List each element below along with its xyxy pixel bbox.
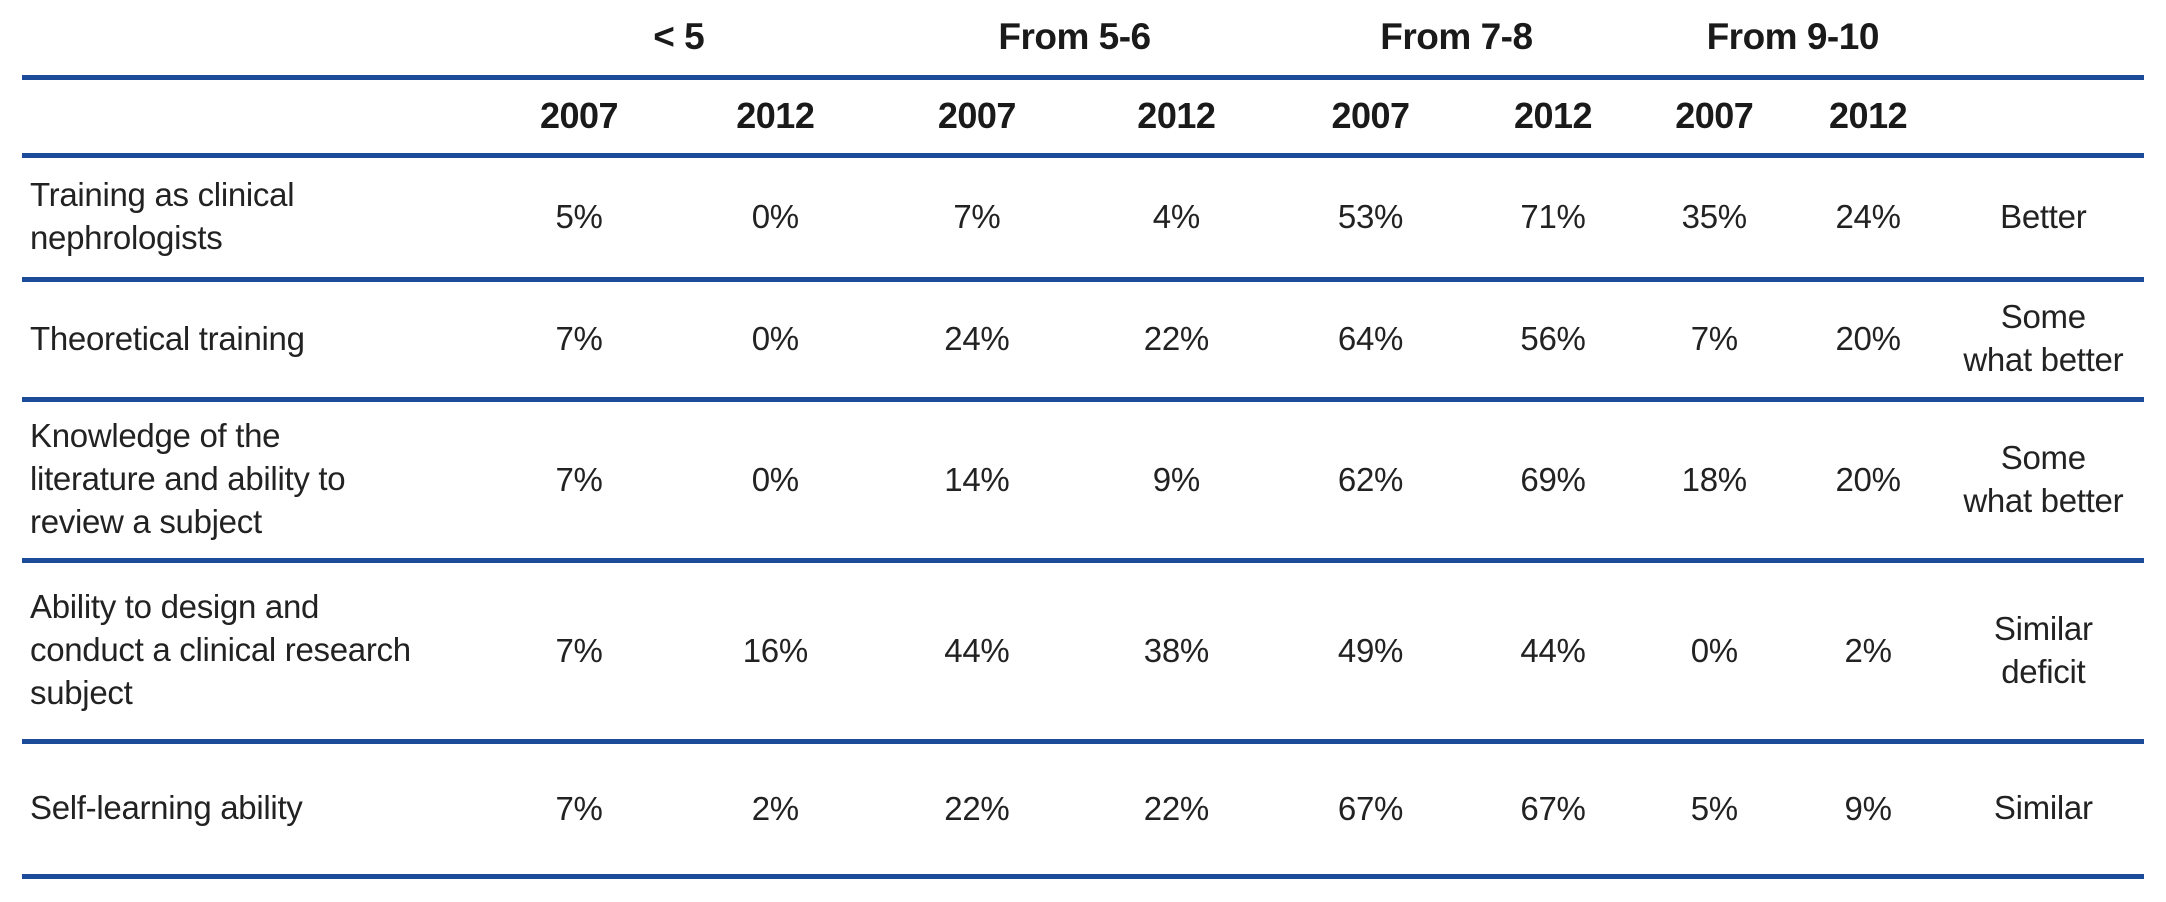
value-cell: 64% <box>1273 279 1468 402</box>
table-row: Knowledge of the literature and ability … <box>22 399 2144 563</box>
year-header-row: 2007 2012 2007 2012 2007 2012 2007 2012 <box>22 77 2144 158</box>
group-header-9-10: From 9-10 <box>1638 0 1947 80</box>
year-header: 2007 <box>1638 77 1790 158</box>
value-cell: 0% <box>675 155 876 282</box>
results-table: < 5 From 5-6 From 7-8 From 9-10 2007 201… <box>22 0 2144 879</box>
table-row: Theoretical training 7% 0% 24% 22% 64% 5… <box>22 279 2144 402</box>
table-row: Ability to design and conduct a clinical… <box>22 560 2144 744</box>
year-header: 2012 <box>1789 77 1947 158</box>
value-cell: 2% <box>675 741 876 879</box>
value-cell: 0% <box>675 279 876 402</box>
results-table-container: < 5 From 5-6 From 7-8 From 9-10 2007 201… <box>22 0 2144 879</box>
rating-header-empty-cell <box>1946 77 2144 158</box>
value-cell: 20% <box>1789 399 1947 563</box>
value-cell: 67% <box>1273 741 1468 879</box>
value-cell: 24% <box>1789 155 1947 282</box>
row-label: Knowledge of the literature and ability … <box>22 399 483 563</box>
value-cell: 56% <box>1467 279 1639 402</box>
rating-header-empty-cell <box>1946 0 2144 80</box>
group-header-lt5: < 5 <box>482 0 876 80</box>
row-label: Training as clinical nephrologists <box>22 155 483 282</box>
value-cell: 44% <box>875 560 1079 744</box>
value-cell: 7% <box>875 155 1079 282</box>
group-header-row: < 5 From 5-6 From 7-8 From 9-10 <box>22 0 2144 80</box>
value-cell: 24% <box>875 279 1079 402</box>
year-header: 2007 <box>482 77 676 158</box>
value-cell: 18% <box>1638 399 1790 563</box>
value-cell: 22% <box>1078 279 1274 402</box>
value-cell: 69% <box>1467 399 1639 563</box>
corner-empty-cell <box>22 77 483 158</box>
value-cell: 7% <box>482 560 676 744</box>
value-cell: 0% <box>1638 560 1790 744</box>
value-cell: 49% <box>1273 560 1468 744</box>
value-cell: 20% <box>1789 279 1947 402</box>
value-cell: 7% <box>482 741 676 879</box>
value-cell: 4% <box>1078 155 1274 282</box>
value-cell: 67% <box>1467 741 1639 879</box>
row-label: Self-learning ability <box>22 741 483 879</box>
value-cell: 62% <box>1273 399 1468 563</box>
value-cell: 14% <box>875 399 1079 563</box>
rating-cell: Better <box>1946 155 2144 282</box>
value-cell: 44% <box>1467 560 1639 744</box>
table-row: Self-learning ability 7% 2% 22% 22% 67% … <box>22 741 2144 879</box>
table-row: Training as clinical nephrologists 5% 0%… <box>22 155 2144 282</box>
value-cell: 22% <box>875 741 1079 879</box>
value-cell: 38% <box>1078 560 1274 744</box>
year-header: 2007 <box>875 77 1079 158</box>
value-cell: 71% <box>1467 155 1639 282</box>
value-cell: 22% <box>1078 741 1274 879</box>
year-header: 2012 <box>1078 77 1274 158</box>
value-cell: 7% <box>482 399 676 563</box>
value-cell: 5% <box>482 155 676 282</box>
value-cell: 0% <box>675 399 876 563</box>
year-header: 2012 <box>675 77 876 158</box>
value-cell: 7% <box>482 279 676 402</box>
rating-cell: Some what better <box>1946 399 2144 563</box>
value-cell: 2% <box>1789 560 1947 744</box>
value-cell: 16% <box>675 560 876 744</box>
rating-cell: Similar deficit <box>1946 560 2144 744</box>
value-cell: 5% <box>1638 741 1790 879</box>
rating-cell: Similar <box>1946 741 2144 879</box>
group-header-5-6: From 5-6 <box>875 0 1274 80</box>
corner-empty-cell <box>22 0 483 80</box>
rating-cell: Some what better <box>1946 279 2144 402</box>
value-cell: 9% <box>1078 399 1274 563</box>
group-header-7-8: From 7-8 <box>1273 0 1639 80</box>
value-cell: 9% <box>1789 741 1947 879</box>
year-header: 2007 <box>1273 77 1468 158</box>
row-label: Ability to design and conduct a clinical… <box>22 560 483 744</box>
row-label: Theoretical training <box>22 279 483 402</box>
value-cell: 7% <box>1638 279 1790 402</box>
value-cell: 53% <box>1273 155 1468 282</box>
value-cell: 35% <box>1638 155 1790 282</box>
year-header: 2012 <box>1467 77 1639 158</box>
